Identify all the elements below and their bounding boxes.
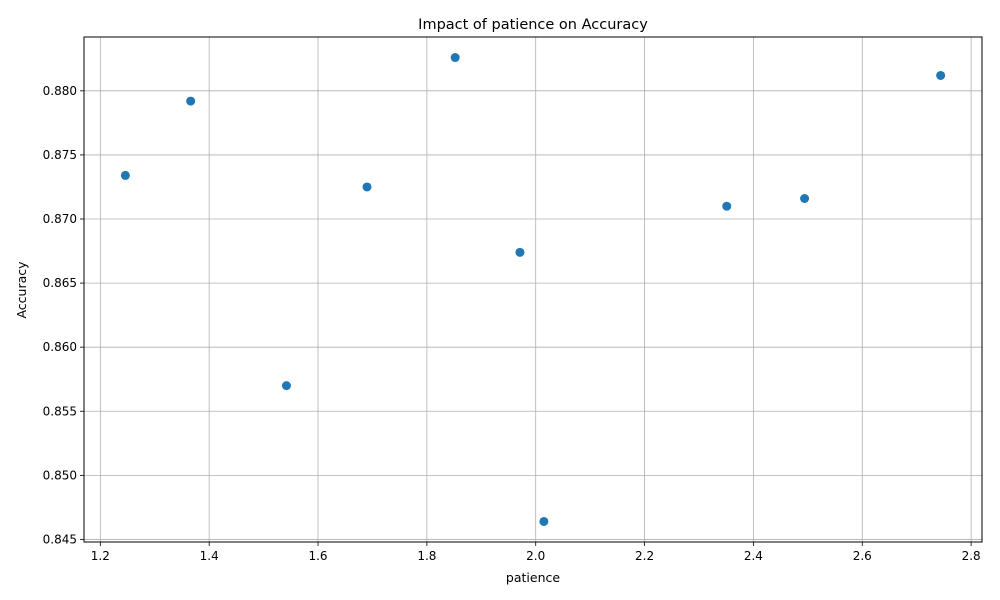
x-tick-label: 1.2 xyxy=(91,549,110,563)
scatter-point xyxy=(539,516,549,526)
y-axis-label: Accuracy xyxy=(14,261,29,319)
x-tick-label: 2.6 xyxy=(853,549,872,563)
plot-area-frame xyxy=(83,36,983,543)
y-tick-label: 0.855 xyxy=(43,404,77,418)
grid-lines xyxy=(84,37,982,542)
y-axis-ticks: 0.845 0.850 0.855 0.860 0.865 0.870 0.875 0.880 xyxy=(43,84,84,546)
x-tick-label: 1.8 xyxy=(417,549,436,563)
scatter-point xyxy=(362,182,372,192)
x-tick-label: 1.6 xyxy=(308,549,327,563)
y-tick-label: 0.880 xyxy=(43,84,77,98)
y-tick-label: 0.870 xyxy=(43,212,77,226)
x-tick-label: 2.8 xyxy=(962,549,981,563)
scatter-point xyxy=(800,193,810,203)
y-tick-label: 0.845 xyxy=(43,532,77,546)
data-points xyxy=(120,53,946,526)
y-tick-label: 0.850 xyxy=(43,468,77,482)
x-axis-ticks: 1.2 1.4 1.6 1.8 2.0 2.2 2.4 2.6 2.8 xyxy=(91,542,981,563)
scatter-point xyxy=(722,201,732,211)
scatter-point xyxy=(186,96,196,106)
x-tick-label: 2.0 xyxy=(526,549,545,563)
y-tick-label: 0.860 xyxy=(43,340,77,354)
x-tick-label: 2.4 xyxy=(744,549,763,563)
y-tick-label: 0.865 xyxy=(43,276,77,290)
scatter-point xyxy=(515,247,525,257)
x-tick-label: 2.2 xyxy=(635,549,654,563)
x-axis-label: patience xyxy=(506,570,560,585)
scatter-point xyxy=(281,381,291,391)
scatter-point xyxy=(450,53,460,63)
x-tick-label: 1.4 xyxy=(200,549,219,563)
scatter-point xyxy=(936,70,946,80)
chart-title: Impact of patience on Accuracy xyxy=(418,17,648,33)
y-tick-label: 0.875 xyxy=(43,148,77,162)
scatter-point xyxy=(120,170,130,180)
